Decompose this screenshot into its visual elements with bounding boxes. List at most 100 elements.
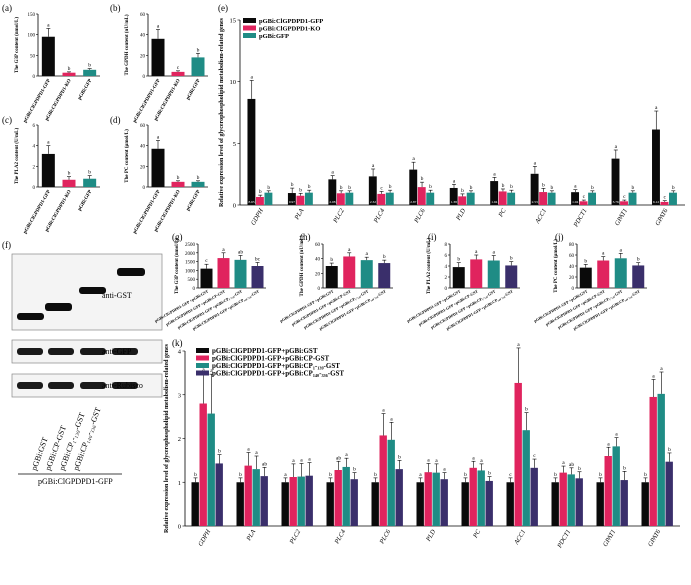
- significance-letter: b: [502, 183, 505, 189]
- data-label: 1.04: [572, 200, 578, 204]
- y-tick-label: 0: [143, 75, 146, 80]
- y-tick-label: 2500: [185, 243, 196, 248]
- y-tick-label: 2: [445, 276, 448, 281]
- bar: [385, 192, 394, 205]
- x-tick-label: ACC1: [513, 529, 528, 547]
- bar: [171, 181, 185, 187]
- legend-label: pGBi:ClGPDPD1-GFP+pGBi:CP₁₄₀-₃₃₆-GST: [212, 370, 344, 378]
- bar: [641, 482, 649, 526]
- bar: [426, 192, 435, 205]
- significance-letter: a: [222, 247, 225, 253]
- bar: [326, 482, 334, 526]
- significance-letter: a: [475, 249, 478, 255]
- panel-letter-i: (i): [428, 232, 437, 242]
- band-gst-lane4: [117, 268, 145, 276]
- significance-letter: a: [655, 105, 658, 111]
- significance-letter: a: [157, 135, 160, 141]
- significance-letter: b: [267, 185, 270, 191]
- y-tick-label: 50: [30, 54, 36, 59]
- bar: [287, 193, 296, 205]
- significance-letter: b: [525, 407, 528, 413]
- significance-letter: b: [88, 170, 91, 176]
- significance-letter: a: [472, 455, 475, 461]
- x-tick-label: GPAT1: [602, 529, 617, 548]
- band-rubisco-lane2: [48, 382, 74, 389]
- y-tick-label: 500: [188, 278, 196, 283]
- significance-letter: c: [177, 65, 180, 71]
- bar: [377, 193, 386, 205]
- bar: [466, 192, 475, 205]
- bar: [424, 472, 432, 526]
- significance-letter: a: [202, 367, 205, 373]
- significance-letter: bc: [255, 256, 261, 262]
- significance-letter: b: [457, 257, 460, 263]
- significance-letter: b: [584, 258, 587, 264]
- bar: [387, 439, 395, 526]
- bar: [296, 195, 305, 205]
- x-tick-label: GDPH: [197, 528, 212, 547]
- y-tick-label: 20: [569, 276, 575, 281]
- band-gst-lane1: [17, 313, 44, 320]
- bar: [151, 38, 165, 76]
- bar: [522, 430, 530, 526]
- significance-letter: a: [372, 163, 375, 169]
- legend-swatch: [196, 370, 209, 376]
- bar: [449, 187, 458, 205]
- y-tick-label: 0: [318, 287, 321, 292]
- y-tick-label: 60: [140, 13, 146, 18]
- band-gfp-lane1: [17, 348, 43, 355]
- bar: [379, 435, 387, 526]
- significance-letter: b: [461, 188, 464, 194]
- significance-letter: b: [578, 466, 581, 472]
- significance-letter: a: [292, 458, 295, 464]
- bar: [41, 36, 55, 76]
- panel-letter-k: (k): [172, 338, 183, 348]
- x-tick-label: GDPH: [250, 207, 265, 226]
- significance-letter: a: [562, 460, 565, 466]
- significance-letter: b: [637, 257, 640, 263]
- significance-letter: a: [615, 432, 618, 438]
- x-tick-label: GPAT6: [647, 528, 663, 548]
- data-label: 2.08: [329, 200, 335, 204]
- x-tick-label: PLC6: [378, 528, 393, 546]
- bar: [199, 403, 207, 526]
- significance-letter: b: [542, 182, 545, 188]
- bar: [485, 480, 493, 526]
- significance-letter: b: [68, 171, 71, 177]
- significance-letter: a: [366, 251, 369, 257]
- western-blot: anti-GST anti-GFP anti-Rubisco pGBi:GST …: [11, 253, 163, 486]
- bar: [328, 179, 337, 205]
- bar: [305, 475, 313, 526]
- data-label: 0.97: [289, 200, 295, 204]
- bar: [368, 176, 377, 205]
- y-tick-label: 1500: [185, 261, 196, 266]
- x-tick-label: PC: [497, 207, 508, 219]
- chart-k: 0 1 2 3 4 Relative expression level of glycer…: [164, 342, 680, 550]
- significance-letter: b: [668, 447, 671, 453]
- y-tick-label: 0: [178, 524, 181, 531]
- blot-label-gst: anti-GST: [102, 291, 132, 300]
- y-axis-label: The PLA2 content (U/mL): [427, 238, 432, 295]
- significance-letter: c: [583, 194, 586, 200]
- bar: [547, 192, 556, 205]
- bar: [371, 482, 379, 526]
- significance-letter: a: [602, 251, 605, 257]
- significance-letter: ab: [238, 249, 243, 255]
- band-gst-lane3: [79, 287, 106, 294]
- bar: [289, 477, 297, 526]
- bar: [217, 258, 230, 288]
- significance-letter: c: [380, 185, 383, 191]
- y-tick-label: 60: [140, 124, 146, 129]
- bar: [551, 482, 559, 526]
- bar: [669, 192, 677, 205]
- significance-letter: a: [493, 250, 496, 256]
- significance-letter: b: [194, 472, 197, 478]
- significance-letter: a: [345, 452, 348, 458]
- panel-letter-j: (j): [555, 232, 564, 242]
- y-tick-label: 3: [178, 392, 181, 399]
- bar: [614, 258, 627, 288]
- legend-swatch: [196, 363, 209, 368]
- y-tick-label: 6: [445, 254, 448, 259]
